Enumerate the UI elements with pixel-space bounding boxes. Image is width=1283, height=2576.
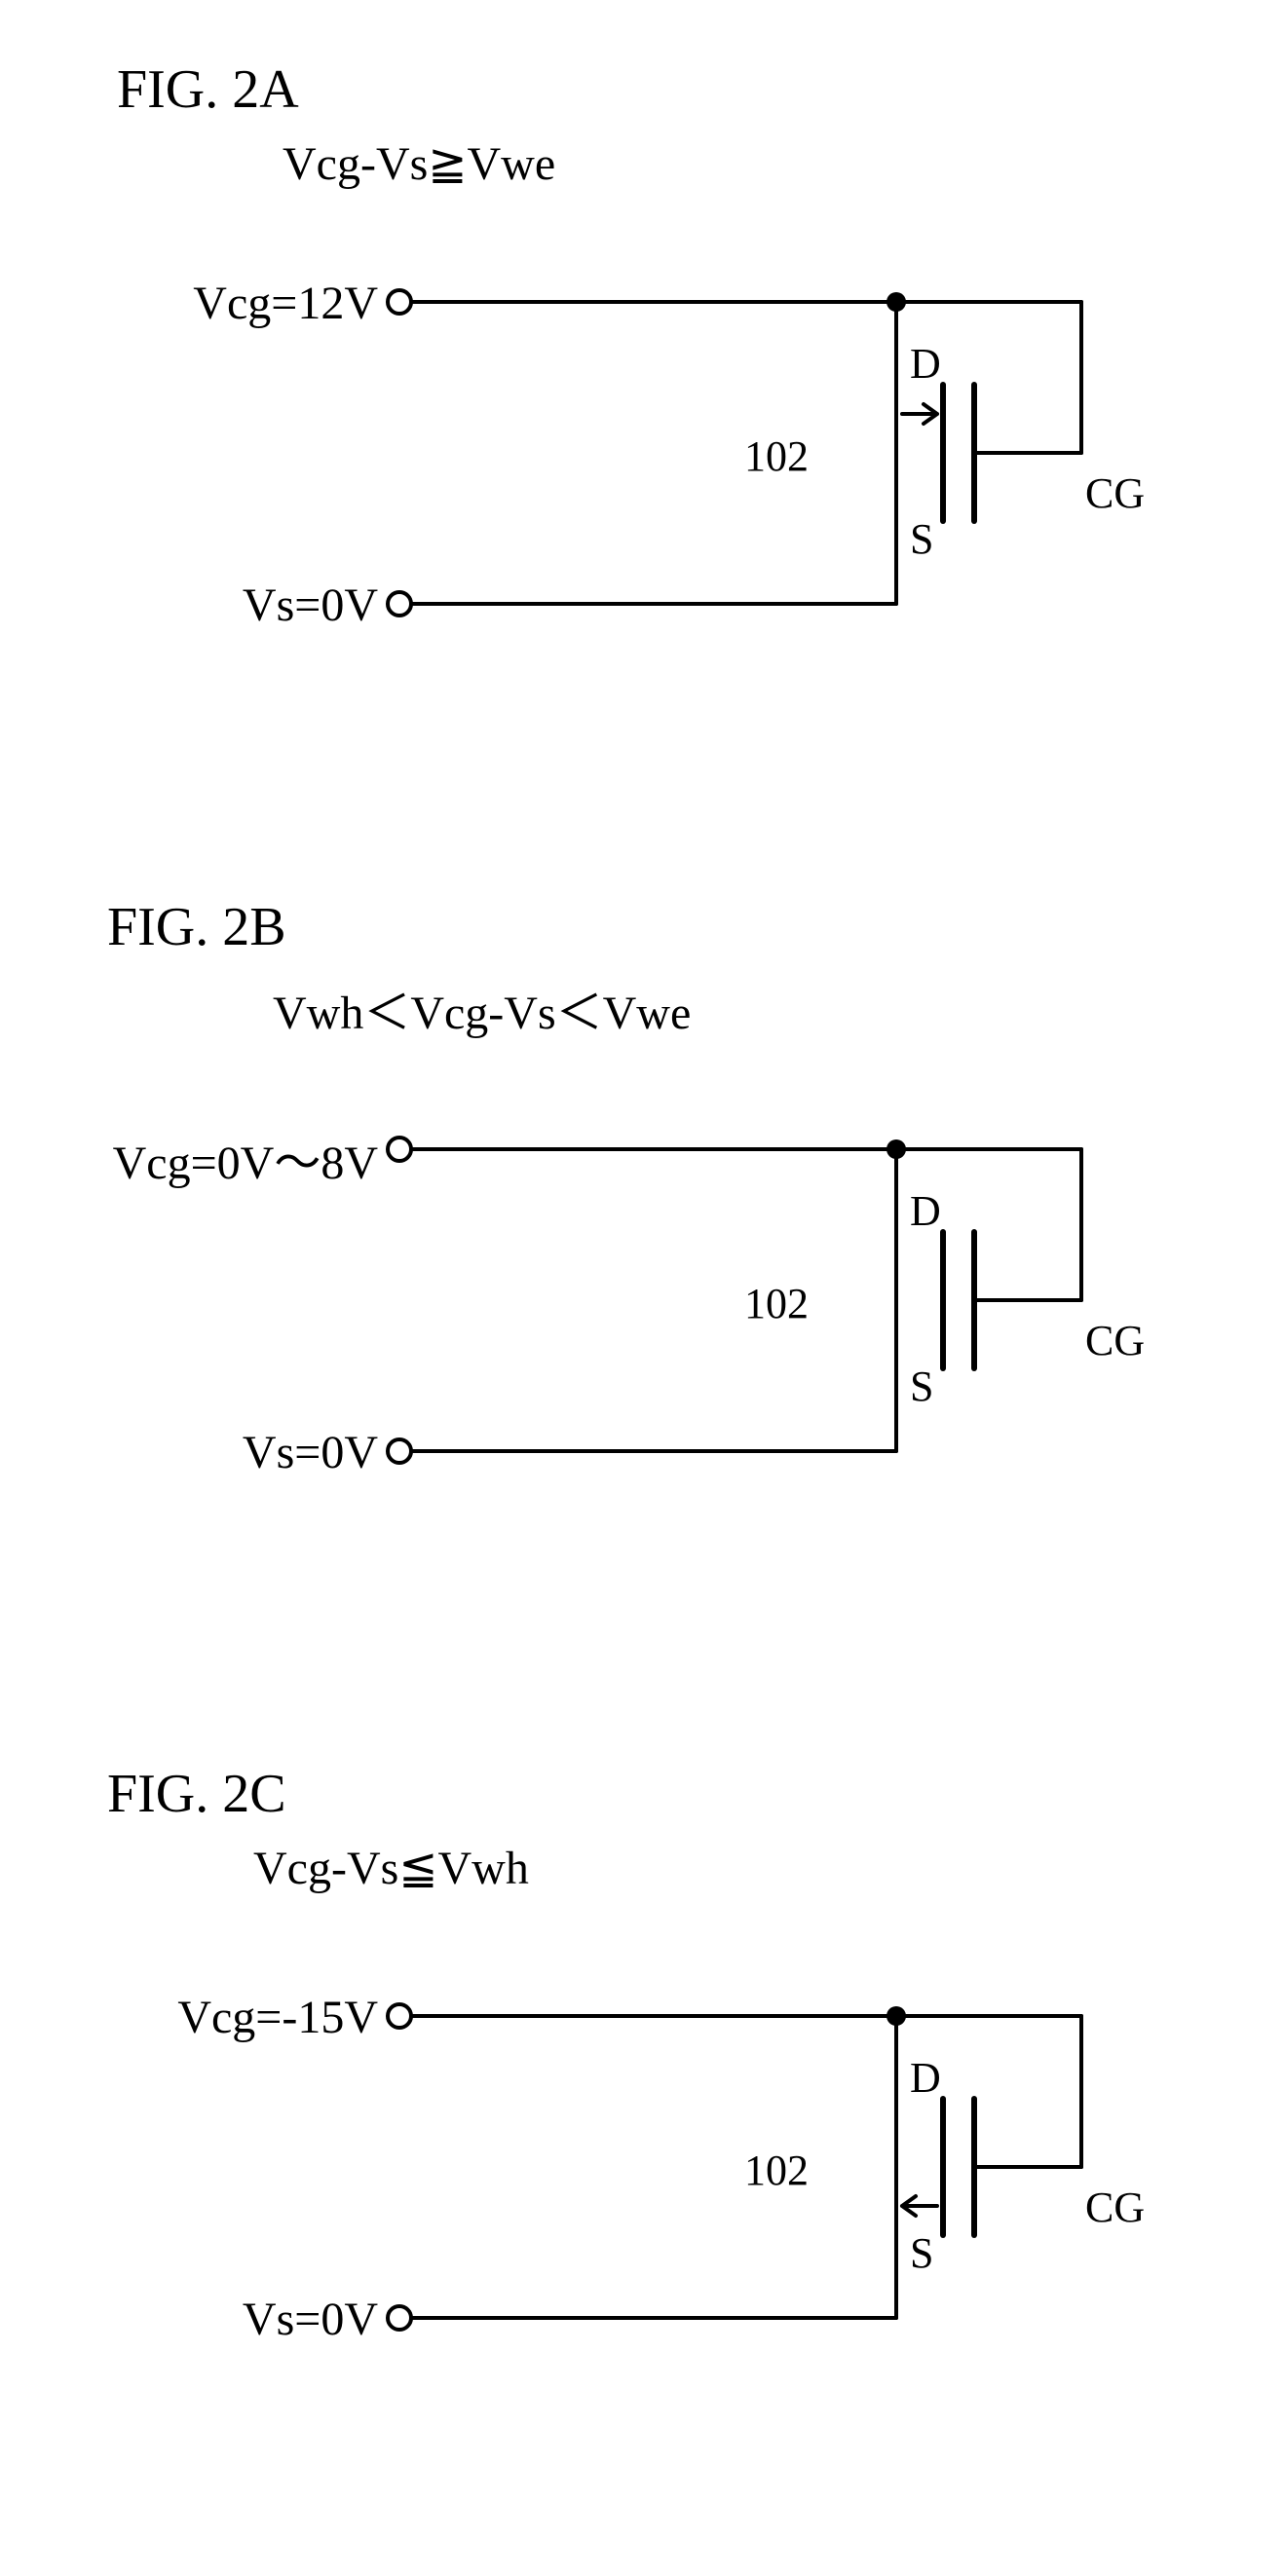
circuit-diagram: D S CG 102	[341, 1091, 1218, 1510]
terminal-d-label: D	[910, 1187, 941, 1235]
terminal-d-label: D	[910, 340, 941, 388]
vs-value-label: Vs=0V	[0, 2293, 378, 2346]
figure-title: FIG. 2A	[117, 58, 299, 121]
terminal-d-label: D	[910, 2054, 941, 2102]
terminal-cg-label: CG	[1085, 2184, 1145, 2231]
terminal-cg-label: CG	[1085, 469, 1145, 517]
figure-title: FIG. 2B	[107, 896, 286, 958]
terminal-s-label: S	[910, 515, 933, 563]
vcg-value-label: Vcg=0V〜8V	[0, 1124, 378, 1192]
vcg-value-label: Vcg=-15V	[0, 1991, 378, 2044]
condition-expression: Vwh＜Vcg-Vs＜Vwe	[273, 974, 691, 1042]
reference-number: 102	[744, 432, 809, 480]
circuit-diagram: D S CG 102	[341, 1958, 1218, 2376]
terminal-s-label: S	[910, 1363, 933, 1410]
circuit-diagram: D S CG 102	[341, 243, 1218, 662]
vs-value-label: Vs=0V	[0, 1426, 378, 1479]
reference-number: 102	[744, 1280, 809, 1327]
vs-value-label: Vs=0V	[0, 579, 378, 632]
vcg-value-label: Vcg=12V	[0, 277, 378, 330]
terminal-s-label: S	[910, 2229, 933, 2277]
terminal-cg-label: CG	[1085, 1317, 1145, 1364]
reference-number: 102	[744, 2147, 809, 2194]
condition-expression: Vcg-Vs≧Vwe	[283, 136, 555, 191]
condition-expression: Vcg-Vs≦Vwh	[253, 1841, 529, 1895]
figure-title: FIG. 2C	[107, 1763, 286, 1825]
